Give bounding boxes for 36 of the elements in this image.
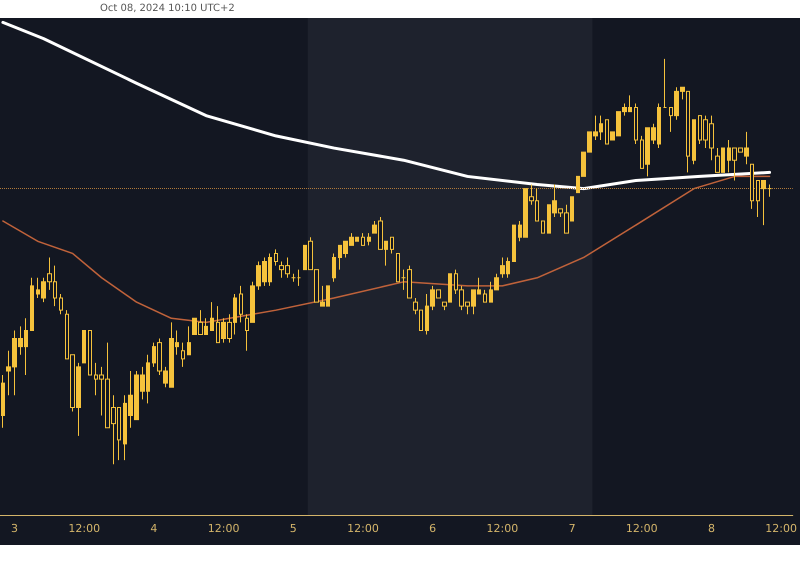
candlestick	[367, 232, 371, 246]
candlestick	[663, 58, 667, 108]
x-tick-label: 4	[150, 522, 158, 535]
candlestick	[187, 326, 191, 356]
candlestick	[750, 164, 754, 210]
candlestick	[30, 277, 34, 331]
x-tick-label: 12:00	[347, 522, 379, 535]
x-tick-label: 5	[290, 522, 297, 535]
x-tick-label: 7	[568, 522, 576, 535]
candlestick	[274, 248, 278, 266]
candlestick	[634, 102, 638, 145]
candlestick	[692, 119, 696, 165]
candlestick	[512, 224, 516, 262]
x-tick-label: 3	[11, 522, 18, 535]
candlestick	[88, 330, 92, 376]
candlestick	[181, 342, 185, 368]
x-tick-label: 12:00	[486, 522, 518, 535]
x-tick-label: 12:00	[765, 522, 797, 535]
candlestick	[82, 330, 86, 364]
candlestick	[483, 289, 487, 303]
x-tick-label: 12:00	[626, 522, 658, 535]
candlestick	[541, 220, 545, 234]
candlestick	[297, 269, 301, 286]
candlestick	[390, 236, 394, 254]
candlestick	[291, 273, 296, 282]
candlestick	[59, 293, 63, 315]
x-tick-label: 12:00	[68, 522, 100, 535]
chart-title: Oct 08, 2024 10:10 UTC+2	[99, 2, 236, 16]
x-tick-label: 12:00	[208, 522, 240, 535]
x-tick-label: 8	[708, 522, 715, 535]
candlestick	[210, 302, 214, 331]
candlestick	[239, 285, 243, 323]
x-tick-label: 6	[429, 522, 436, 535]
candlestick	[361, 232, 365, 246]
candlestick	[1, 374, 5, 428]
candlestick	[332, 252, 336, 282]
